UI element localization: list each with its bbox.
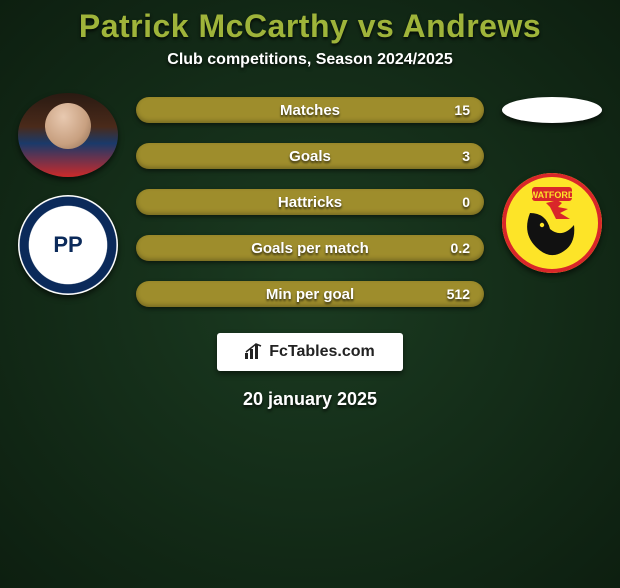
stat-value: 3	[462, 148, 470, 164]
right-column: WATFORD	[492, 93, 612, 273]
left-column: PP	[8, 93, 128, 295]
stat-value: 0	[462, 194, 470, 210]
club-crest-left-abbrev: PP	[53, 232, 82, 258]
svg-text:WATFORD: WATFORD	[530, 190, 575, 200]
club-crest-left: PP	[18, 195, 118, 295]
comparison-row: PP Matches 15 Goals 3 Hattricks 0 Goals …	[0, 93, 620, 307]
stat-bar: Goals per match 0.2	[136, 235, 484, 261]
stat-label: Goals per match	[251, 240, 369, 257]
branding-badge: FcTables.com	[217, 333, 403, 371]
stat-value: 0.2	[451, 240, 470, 256]
footer: FcTables.com	[0, 333, 620, 371]
bars-icon	[245, 343, 263, 359]
stat-bar: Hattricks 0	[136, 189, 484, 215]
date-label: 20 january 2025	[0, 389, 620, 410]
stat-value: 15	[454, 102, 470, 118]
stat-label: Goals	[289, 148, 331, 165]
stat-value: 512	[447, 286, 470, 302]
stat-bar: Min per goal 512	[136, 281, 484, 307]
stat-label: Min per goal	[266, 286, 354, 303]
watford-icon: WATFORD	[502, 173, 602, 273]
player-avatar-right	[502, 97, 602, 123]
stat-bar: Goals 3	[136, 143, 484, 169]
branding-label: FcTables.com	[269, 343, 375, 360]
page-title: Patrick McCarthy vs Andrews	[0, 8, 620, 45]
club-crest-right: WATFORD	[502, 173, 602, 273]
stat-bars: Matches 15 Goals 3 Hattricks 0 Goals per…	[128, 97, 492, 307]
page-subtitle: Club competitions, Season 2024/2025	[0, 51, 620, 69]
stat-label: Matches	[280, 102, 340, 119]
player-avatar-left	[18, 93, 118, 177]
stat-label: Hattricks	[278, 194, 342, 211]
stat-bar: Matches 15	[136, 97, 484, 123]
